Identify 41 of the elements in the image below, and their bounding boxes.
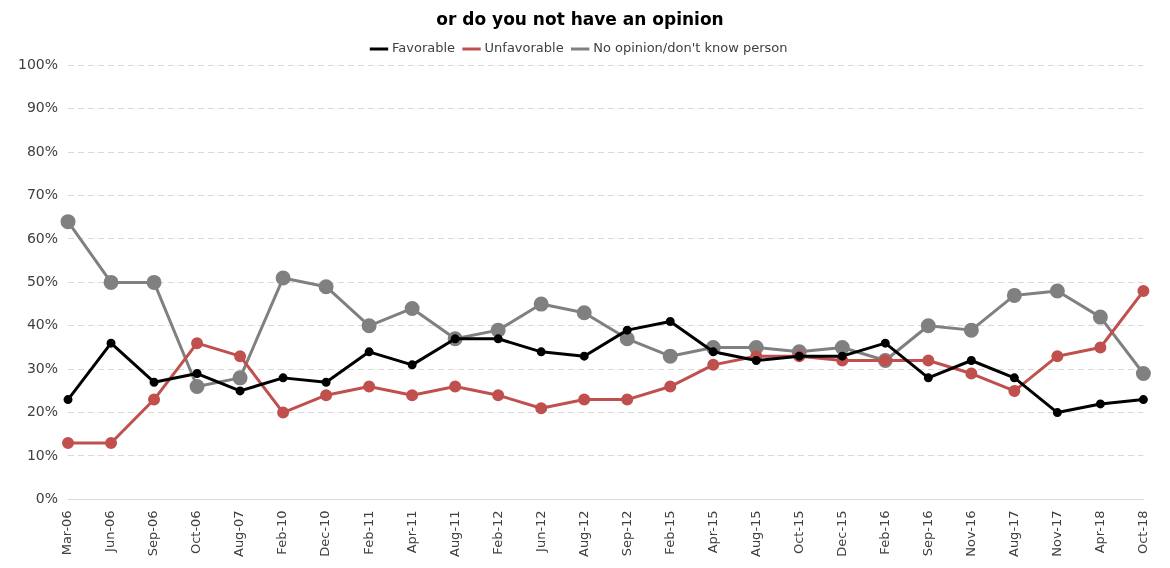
y-tick-label: 40%	[26, 316, 59, 333]
y-tick-label: 90%	[26, 99, 59, 116]
x-tick-label: Feb-11	[360, 510, 376, 555]
y-tick-label: 100%	[17, 56, 59, 73]
x-tick-label: Aug-11	[446, 510, 462, 558]
x-tick-label: Feb-10	[274, 510, 290, 555]
x-tick-label: Aug-07	[231, 510, 247, 558]
chart-title: or do you not have an opinion	[436, 8, 724, 29]
y-tick-label: 50%	[26, 273, 59, 290]
x-tick-label: Nov-16	[962, 510, 978, 557]
x-tick-label: Aug-12	[575, 510, 591, 558]
x-tick-label: Oct-06	[188, 510, 204, 555]
x-tick-label: Feb-12	[489, 510, 505, 555]
legend-label: Favorable	[391, 40, 456, 56]
x-tick-label: Oct-15	[790, 510, 806, 555]
x-tick-label: Aug-15	[747, 510, 763, 558]
y-tick-label: 0%	[35, 490, 59, 507]
legend-label: Unfavorable	[484, 40, 564, 56]
y-tick-label: 20%	[26, 403, 59, 420]
x-tick-label: Feb-15	[661, 510, 677, 555]
x-tick-label: Apr-11	[403, 510, 419, 554]
x-tick-label: Jun-12	[532, 510, 548, 553]
x-tick-label: Dec-10	[317, 510, 333, 557]
y-tick-label: 10%	[26, 446, 59, 463]
x-tick-label: Sep-06	[145, 510, 161, 557]
x-tick-label: Dec-15	[833, 510, 849, 557]
x-tick-label: Nov-17	[1048, 510, 1064, 557]
x-tick-label: Sep-12	[618, 510, 634, 557]
x-tick-label: Oct-18	[1134, 510, 1150, 555]
x-tick-label: Sep-16	[919, 510, 935, 557]
x-tick-label: Apr-18	[1091, 510, 1107, 554]
x-tick-label: Feb-16	[876, 510, 892, 555]
legend-label: No opinion/don't know person	[593, 40, 788, 56]
x-tick-label: Jun-06	[102, 510, 118, 553]
x-tick-label: Apr-15	[704, 510, 720, 554]
y-tick-label: 70%	[26, 186, 59, 203]
y-tick-label: 60%	[26, 229, 59, 246]
x-tick-label: Aug-17	[1005, 510, 1021, 558]
x-tick-label: Mar-06	[59, 510, 75, 556]
y-tick-label: 80%	[26, 142, 59, 159]
y-tick-label: 30%	[26, 359, 59, 376]
